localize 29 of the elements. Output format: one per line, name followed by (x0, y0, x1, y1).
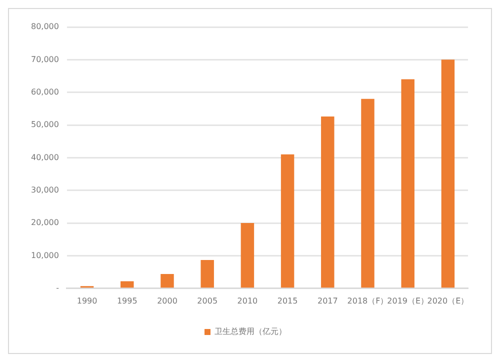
y-tick-label: 60,000 (30, 87, 59, 96)
y-tick-label: 20,000 (30, 218, 59, 228)
y-tick-label: 10,000 (30, 250, 59, 260)
x-tick-label: 2017 (317, 296, 338, 306)
x-tick-label: 1995 (116, 296, 138, 306)
y-tick-label: 40,000 (30, 152, 59, 162)
y-tick-label: 30,000 (30, 185, 59, 194)
legend-label: 卫生总费用（亿元） (214, 327, 286, 336)
x-tick-label: 1990 (76, 296, 98, 306)
bar (240, 223, 254, 288)
y-tick-label: 70,000 (30, 54, 59, 64)
x-tick-label: 2010 (237, 296, 258, 306)
y-tick-label: 80,000 (30, 22, 59, 32)
bar (321, 116, 334, 288)
x-tick-label: 2019（E） (387, 296, 429, 306)
x-tick-label: 2005 (197, 296, 218, 306)
x-tick-label: 2015 (277, 296, 298, 306)
bar (401, 79, 414, 288)
bar (160, 274, 174, 288)
x-tick-label: 2000 (157, 296, 178, 306)
x-tick-label: 2020（E） (427, 296, 469, 306)
bar (120, 281, 134, 288)
x-tick-label: 2018（F） (347, 296, 388, 306)
bar (280, 154, 294, 288)
y-tick-label: - (56, 283, 60, 292)
bar (200, 260, 214, 288)
y-tick-label: 50,000 (30, 120, 59, 130)
bar (361, 98, 374, 288)
bar (441, 60, 455, 288)
